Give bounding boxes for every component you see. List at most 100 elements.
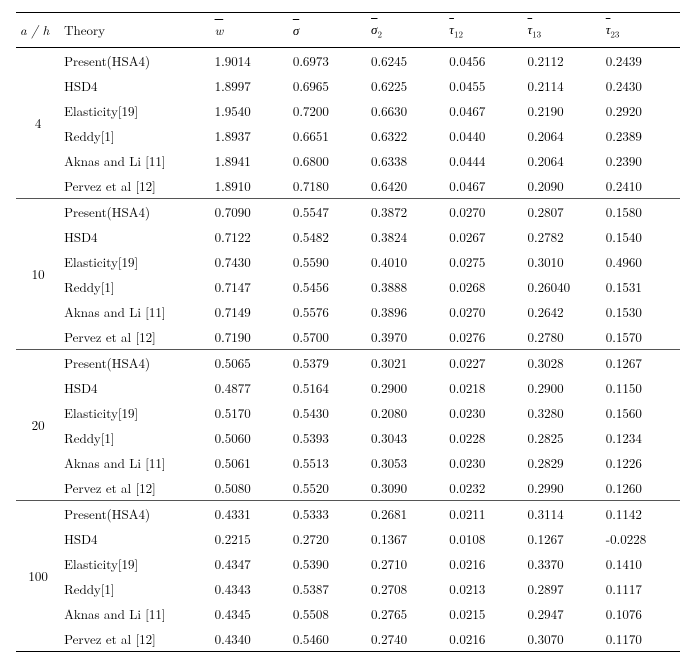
theory-cell: Elasticity[19] [60,249,210,274]
tau23-cell: 0.2390 [602,148,680,173]
ah-cell: 100 [16,500,60,651]
tau13-cell: 0.26040 [524,274,602,299]
w-cell: 0.4331 [211,500,289,526]
tau12-cell: 0.0444 [445,148,523,173]
ah-cell: 20 [16,349,60,500]
theory-cell: Reddy[1] [60,274,210,299]
w-cell: 0.7430 [211,249,289,274]
theory-cell: Present(HSA4) [60,349,210,375]
theory-cell: Aknas and Li [11] [60,450,210,475]
w-cell: 1.8937 [211,123,289,148]
theory-cell: Elasticity[19] [60,551,210,576]
theory-cell: Reddy[1] [60,576,210,601]
table-row: Elasticity[19]0.74300.55900.40100.02750.… [16,249,680,274]
sigma-cell: 0.7200 [289,98,367,123]
sigma-cell: 0.5430 [289,400,367,425]
sigma-cell: 0.5482 [289,224,367,249]
tau23-cell: -0.0228 [602,526,680,551]
theory-cell: HSD4 [60,526,210,551]
sigma2-cell: 0.6245 [367,47,445,73]
tau12-cell: 0.0267 [445,224,523,249]
tau23-cell: 0.2410 [602,173,680,199]
sigma-cell: 0.7180 [289,173,367,199]
w-cell: 0.5060 [211,425,289,450]
sigma-cell: 0.2720 [289,526,367,551]
sigma2-cell: 0.2708 [367,576,445,601]
tau23-cell: 0.1410 [602,551,680,576]
w-cell: 1.8941 [211,148,289,173]
tau12-cell: 0.0270 [445,198,523,224]
theory-cell: Pervez et al [12] [60,324,210,350]
tau13-cell: 0.2897 [524,576,602,601]
sigma-cell: 0.5590 [289,249,367,274]
col-sigma2: σ2 [367,13,445,48]
tau23-cell: 0.1234 [602,425,680,450]
table-row: HSD40.22150.27200.13670.01080.1267-0.022… [16,526,680,551]
tau12-cell: 0.0275 [445,249,523,274]
table-row: Pervez et al [12]1.89100.71800.64200.046… [16,173,680,199]
tau12-cell: 0.0215 [445,601,523,626]
theory-cell: HSD4 [60,224,210,249]
tau13-cell: 0.3280 [524,400,602,425]
theory-cell: Present(HSA4) [60,47,210,73]
table-row: 4Present(HSA4)1.90140.69730.62450.04560.… [16,47,680,73]
tau23-cell: 0.1530 [602,299,680,324]
sigma-cell: 0.6800 [289,148,367,173]
sigma-cell: 0.5390 [289,551,367,576]
w-cell: 0.5065 [211,349,289,375]
tau23-cell: 0.1560 [602,400,680,425]
table-row: Reddy[1]0.43430.53870.27080.02130.28970.… [16,576,680,601]
tau13-cell: 0.2114 [524,73,602,98]
tau23-cell: 0.2389 [602,123,680,148]
w-cell: 0.4340 [211,626,289,652]
col-tau23: τ23 [602,13,680,48]
tau23-cell: 0.1150 [602,375,680,400]
tau13-cell: 0.2112 [524,47,602,73]
w-cell: 0.5061 [211,450,289,475]
w-cell: 0.7147 [211,274,289,299]
sigma-cell: 0.6651 [289,123,367,148]
table-row: Elasticity[19]0.51700.54300.20800.02300.… [16,400,680,425]
table-row: Elasticity[19]0.43470.53900.27100.02160.… [16,551,680,576]
w-cell: 1.8910 [211,173,289,199]
sigma2-cell: 0.3090 [367,475,445,501]
col-ah: a / h [16,13,60,48]
table-row: Pervez et al [12]0.71900.57000.39700.027… [16,324,680,350]
table-row: Aknas and Li [11]0.43450.55080.27650.021… [16,601,680,626]
tau13-cell: 0.2990 [524,475,602,501]
theory-cell: Aknas and Li [11] [60,299,210,324]
tau12-cell: 0.0108 [445,526,523,551]
w-cell: 1.8997 [211,73,289,98]
table-row: Reddy[1]1.89370.66510.63220.04400.20640.… [16,123,680,148]
theory-cell: Reddy[1] [60,123,210,148]
tau12-cell: 0.0227 [445,349,523,375]
tau13-cell: 0.2090 [524,173,602,199]
sigma-cell: 0.5379 [289,349,367,375]
tau13-cell: 0.1267 [524,526,602,551]
tau23-cell: 0.1540 [602,224,680,249]
tau12-cell: 0.0467 [445,173,523,199]
col-sigma: σ [289,13,367,48]
sigma-cell: 0.5387 [289,576,367,601]
sigma2-cell: 0.4010 [367,249,445,274]
tau23-cell: 0.1267 [602,349,680,375]
tau12-cell: 0.0456 [445,47,523,73]
sigma-cell: 0.5333 [289,500,367,526]
sigma2-cell: 0.6420 [367,173,445,199]
table-row: HSD40.71220.54820.38240.02670.27820.1540 [16,224,680,249]
tau23-cell: 0.2439 [602,47,680,73]
tau23-cell: 0.1570 [602,324,680,350]
table-row: 20Present(HSA4)0.50650.53790.30210.02270… [16,349,680,375]
sigma2-cell: 0.3970 [367,324,445,350]
table-row: Reddy[1]0.71470.54560.38880.02680.260400… [16,274,680,299]
sigma-cell: 0.5460 [289,626,367,652]
col-tau12: τ12 [445,13,523,48]
table-row: Elasticity[19]1.95400.72000.66300.04670.… [16,98,680,123]
tau13-cell: 0.2190 [524,98,602,123]
w-cell: 1.9014 [211,47,289,73]
tau23-cell: 0.1531 [602,274,680,299]
theory-cell: Aknas and Li [11] [60,148,210,173]
table-body: 4Present(HSA4)1.90140.69730.62450.04560.… [16,47,680,651]
tau12-cell: 0.0268 [445,274,523,299]
tau12-cell: 0.0213 [445,576,523,601]
